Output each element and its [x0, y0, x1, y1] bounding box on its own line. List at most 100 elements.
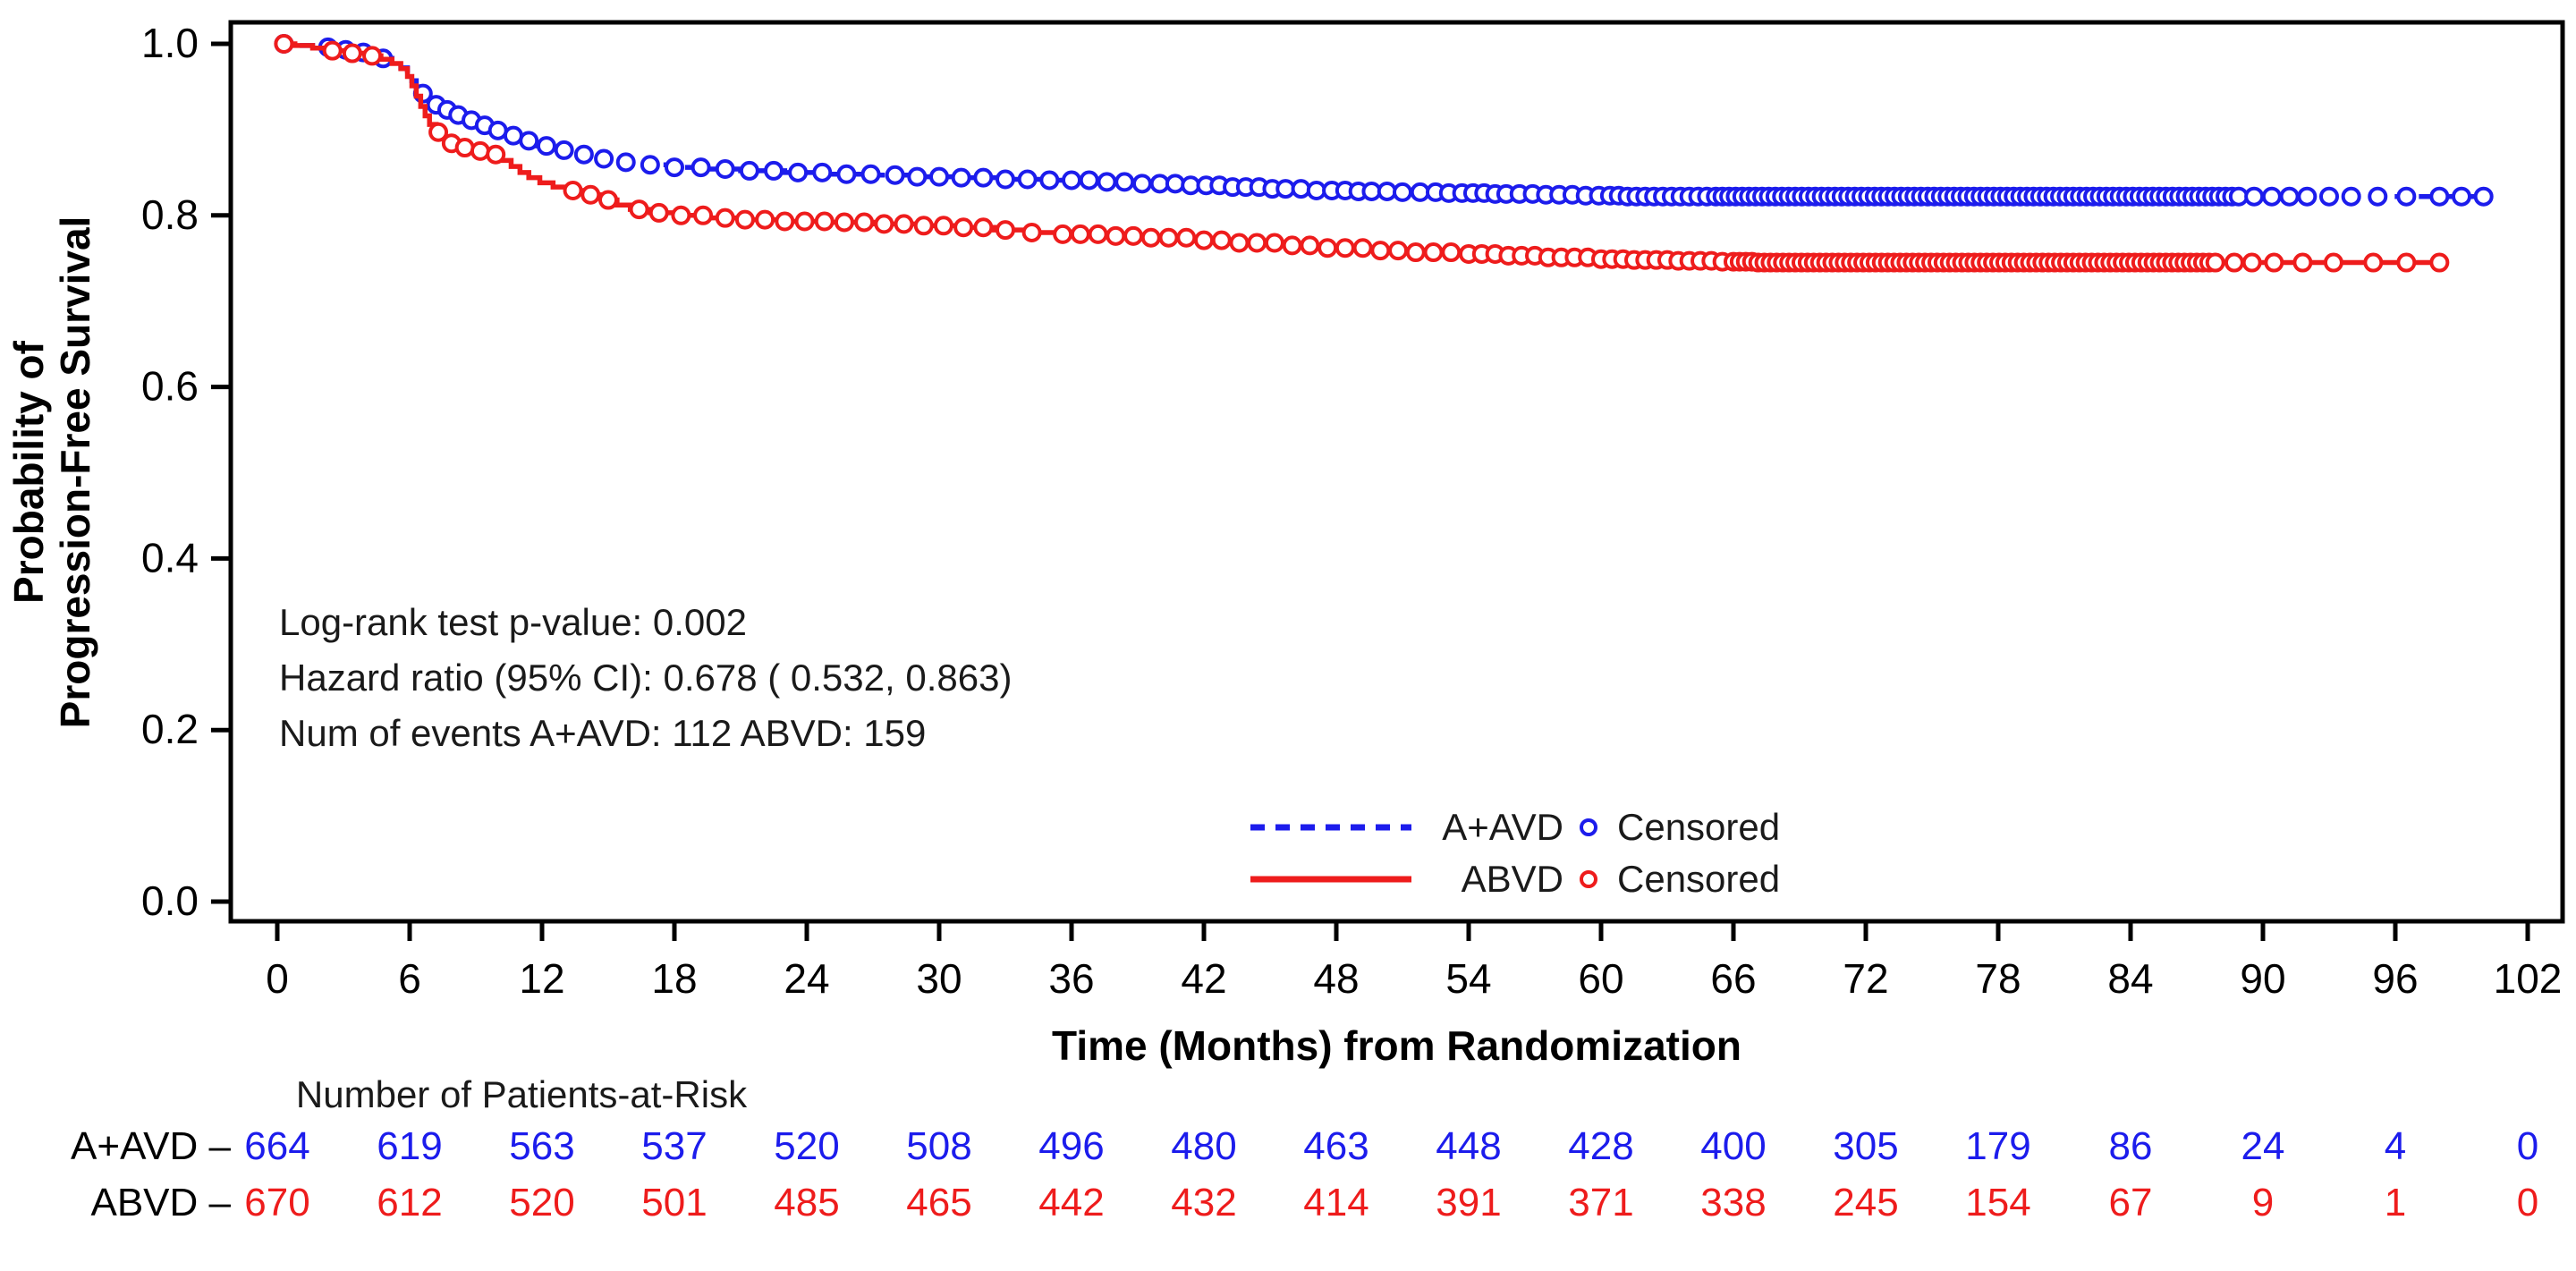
censor-mark	[1158, 227, 1179, 248]
censor-mark	[322, 40, 343, 61]
censor-mark	[691, 157, 711, 178]
censor-mark	[755, 209, 775, 230]
risk-value: 338	[1700, 1181, 1766, 1224]
risk-row-label-2: ABVD –	[90, 1181, 231, 1224]
censor-mark	[1247, 233, 1267, 253]
censor-mark	[2261, 186, 2282, 207]
censor-mark	[2279, 186, 2300, 207]
censor-mark	[715, 159, 735, 180]
censor-mark	[598, 190, 618, 210]
risk-value: 520	[509, 1181, 574, 1224]
risk-value: 1	[2385, 1181, 2406, 1224]
censor-mark	[573, 144, 594, 165]
x-tick-label: 96	[2372, 955, 2418, 1002]
risk-value: 9	[2252, 1181, 2274, 1224]
censor-marks-aavd	[274, 34, 2494, 207]
risk-value: 670	[244, 1181, 309, 1224]
risk-value: 86	[2109, 1124, 2153, 1168]
risk-value: 24	[2241, 1124, 2285, 1168]
x-tick-label: 36	[1048, 955, 1094, 1002]
censor-mark	[794, 211, 815, 232]
y-tick-label: 0.8	[141, 191, 199, 238]
legend-censored-label-1: Censored	[1617, 806, 1780, 848]
risk-value: 414	[1303, 1181, 1368, 1224]
x-tick-label: 24	[784, 955, 829, 1002]
censor-mark	[1070, 224, 1090, 244]
censor-mark	[929, 166, 949, 187]
risk-row-label-1: A+AVD –	[71, 1124, 231, 1168]
censor-mark	[648, 202, 669, 223]
risk-value: 480	[1171, 1124, 1236, 1168]
legend-censored-label-2: Censored	[1617, 858, 1780, 900]
censor-mark	[907, 166, 928, 187]
plot-frame-group	[228, 20, 2565, 924]
y-axis-title-line1: Probability of	[5, 340, 52, 604]
censor-mark	[615, 152, 636, 173]
censor-mark	[665, 157, 684, 178]
censor-mark	[2241, 252, 2262, 273]
censor-mark	[1106, 225, 1126, 246]
censor-mark	[1264, 233, 1284, 253]
censor-mark	[2396, 252, 2417, 273]
censor-mark	[1405, 242, 1426, 263]
censor-mark	[1017, 169, 1038, 190]
censor-mark	[2473, 186, 2494, 207]
risk-value: 485	[774, 1181, 839, 1224]
risk-value: 501	[641, 1181, 707, 1224]
censor-mark	[671, 205, 691, 225]
censor-mark	[2319, 186, 2339, 207]
censor-mark	[734, 209, 755, 230]
risk-table-header: Number of Patients-at-Risk	[296, 1073, 748, 1115]
censor-mark	[1229, 233, 1250, 253]
censor-mark	[1131, 174, 1152, 194]
censor-mark	[486, 144, 506, 165]
risk-value: 537	[641, 1124, 707, 1168]
censor-mark	[629, 199, 649, 220]
annotation-line-1: Log-rank test p-value: 0.002	[279, 601, 747, 643]
censor-mark	[1021, 222, 1042, 242]
censor-mark	[1079, 170, 1099, 191]
censor-mark	[1194, 230, 1214, 250]
censor-mark	[2363, 252, 2384, 273]
legend-censor-icon-2	[1580, 870, 1597, 888]
y-tick-label: 0.4	[141, 534, 199, 580]
x-tick-label: 54	[1445, 955, 1491, 1002]
censor-mark	[1423, 242, 1444, 263]
censor-mark	[1393, 182, 1412, 202]
annotation-line-2: Hazard ratio (95% CI): 0.678 ( 0.532, 0.…	[279, 657, 1012, 699]
censor-mark	[640, 155, 660, 175]
censor-mark	[2205, 252, 2225, 273]
censor-mark	[2224, 252, 2244, 273]
censor-mark	[2292, 252, 2313, 273]
censor-mark	[913, 216, 934, 236]
censor-mark	[1088, 224, 1108, 244]
x-tick-label: 42	[1181, 955, 1226, 1002]
risk-value: 496	[1038, 1124, 1104, 1168]
plot-frame	[228, 20, 2565, 924]
risk-value: 0	[2517, 1181, 2538, 1224]
censor-mark	[812, 162, 833, 182]
censor-mark	[2297, 186, 2318, 207]
risk-value: 664	[244, 1124, 309, 1168]
annotation-group: Log-rank test p-value: 0.002 Hazard ratio…	[279, 601, 1012, 754]
censor-mark	[362, 46, 383, 66]
censor-mark	[885, 165, 905, 185]
censor-mark	[775, 211, 795, 232]
x-tick-label: 12	[519, 955, 564, 1002]
legend-series-label-2: ABVD	[1462, 858, 1563, 900]
censor-mark	[1318, 238, 1338, 258]
risk-value: 4	[2385, 1124, 2406, 1168]
y-tick-label: 1.0	[141, 20, 199, 66]
censor-mark	[2341, 186, 2361, 207]
censor-mark	[1053, 224, 1073, 244]
censor-mark	[1282, 235, 1302, 256]
risk-value: 508	[906, 1124, 971, 1168]
censor-mark	[519, 131, 539, 151]
censor-mark	[1388, 241, 1409, 261]
censor-mark	[1097, 172, 1117, 192]
censor-mark	[454, 138, 475, 158]
censor-mark	[973, 217, 994, 238]
censor-mark	[2396, 186, 2417, 207]
risk-value: 520	[774, 1124, 839, 1168]
